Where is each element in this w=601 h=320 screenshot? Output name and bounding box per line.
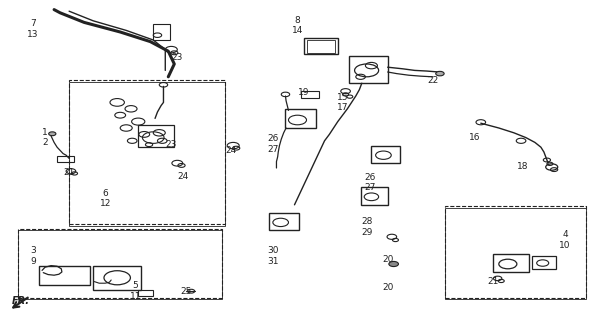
Circle shape <box>389 261 398 267</box>
Text: 28
29: 28 29 <box>361 218 372 237</box>
Bar <box>93 266 141 290</box>
Text: 23: 23 <box>172 53 183 62</box>
Bar <box>153 24 170 40</box>
Text: 7
13: 7 13 <box>27 19 39 38</box>
Bar <box>57 156 74 162</box>
Text: FR.: FR. <box>12 296 30 306</box>
Bar <box>39 266 90 285</box>
Text: 22: 22 <box>427 76 438 84</box>
Bar <box>304 38 338 54</box>
Bar <box>493 254 529 272</box>
Text: 18: 18 <box>517 162 529 171</box>
Bar <box>269 213 299 230</box>
Text: 26
27: 26 27 <box>364 173 375 192</box>
Text: 26
27: 26 27 <box>268 134 279 154</box>
Text: 6
12: 6 12 <box>100 189 111 208</box>
Text: 25: 25 <box>181 287 192 296</box>
Text: 19: 19 <box>297 88 310 97</box>
Text: 8
14: 8 14 <box>292 16 303 35</box>
Bar <box>138 290 153 296</box>
Bar <box>532 256 556 269</box>
Text: 23: 23 <box>166 140 177 148</box>
Text: 24: 24 <box>178 172 189 180</box>
Bar <box>371 146 400 163</box>
Bar <box>307 40 335 53</box>
Text: 16: 16 <box>469 133 481 142</box>
Text: 3
9: 3 9 <box>30 246 36 266</box>
Bar <box>285 109 316 128</box>
Bar <box>349 56 388 83</box>
Text: 21: 21 <box>487 277 498 286</box>
Text: 20: 20 <box>382 255 393 264</box>
Text: 30
31: 30 31 <box>267 246 279 266</box>
Text: 20: 20 <box>382 284 393 292</box>
Text: 1
2: 1 2 <box>42 128 48 147</box>
Bar <box>138 125 174 147</box>
Text: 21: 21 <box>64 168 75 177</box>
Bar <box>300 91 319 98</box>
Text: 5
11: 5 11 <box>129 282 141 301</box>
Text: 4
10: 4 10 <box>559 230 571 250</box>
Circle shape <box>436 71 444 76</box>
Circle shape <box>49 132 56 136</box>
Text: 15
17: 15 17 <box>337 93 349 112</box>
Text: 24: 24 <box>226 146 237 155</box>
Bar <box>361 187 388 205</box>
